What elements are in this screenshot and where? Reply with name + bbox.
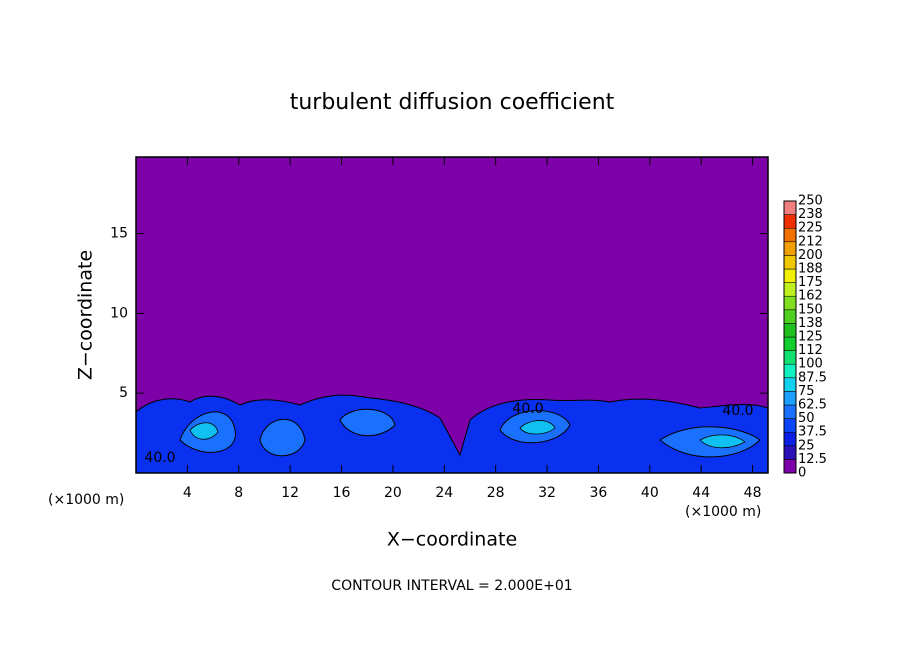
x-tick-label: 12 bbox=[281, 485, 299, 501]
colorbar-label: 12.5 bbox=[798, 452, 827, 467]
colorbar-bin bbox=[783, 282, 797, 297]
colorbar-label: 138 bbox=[798, 316, 823, 331]
field-region bbox=[179, 408, 761, 458]
x-tick-label: 20 bbox=[384, 485, 402, 501]
colorbar-bin bbox=[783, 404, 797, 419]
colorbar-bin bbox=[783, 377, 797, 392]
x-tick-label: 32 bbox=[538, 485, 556, 501]
colorbar-label: 62.5 bbox=[798, 398, 827, 413]
x-unit-label: (×1000 m) bbox=[685, 504, 761, 520]
colorbar-label: 250 bbox=[798, 194, 823, 209]
colorbar-bin bbox=[783, 309, 797, 324]
contour-label: 40.0 bbox=[722, 403, 753, 419]
colorbar-bin bbox=[783, 200, 797, 215]
colorbar-bin bbox=[783, 214, 797, 229]
colorbar-bin bbox=[783, 336, 797, 351]
colorbar-bin bbox=[783, 350, 797, 365]
x-tick-label: 48 bbox=[744, 485, 762, 501]
x-tick-label: 24 bbox=[435, 485, 453, 501]
colorbar-label: 212 bbox=[798, 234, 823, 249]
colorbar-label: 188 bbox=[798, 262, 823, 277]
colorbar-label: 25 bbox=[798, 438, 815, 453]
colorbar-label: 162 bbox=[798, 289, 823, 304]
x-unit-label: (×1000 m) bbox=[48, 492, 124, 508]
y-axis-label: Z−coordinate bbox=[75, 250, 97, 380]
colorbar-label: 175 bbox=[798, 275, 823, 290]
colorbar-bin bbox=[783, 323, 797, 338]
colorbar-label: 238 bbox=[798, 207, 823, 222]
colorbar-label: 125 bbox=[798, 330, 823, 345]
contour-label: 40.0 bbox=[512, 401, 543, 417]
colorbar-bin bbox=[783, 431, 797, 447]
chart-title: turbulent diffusion coefficient bbox=[290, 90, 615, 115]
colorbar-label: 200 bbox=[798, 248, 823, 263]
colorbar-bin bbox=[783, 227, 797, 243]
colorbar-bin bbox=[783, 255, 797, 270]
colorbar-label: 112 bbox=[798, 343, 823, 358]
y-tick-label: 10 bbox=[110, 305, 128, 321]
colorbar-bin bbox=[783, 391, 797, 406]
colorbar-label: 50 bbox=[798, 411, 815, 426]
x-tick-label: 44 bbox=[692, 485, 710, 501]
x-tick-label: 4 bbox=[183, 485, 192, 501]
colorbar-label: 150 bbox=[798, 302, 823, 317]
plot-frame bbox=[135, 156, 769, 474]
y-tick-label: 15 bbox=[110, 226, 128, 242]
colorbar-label: 100 bbox=[798, 357, 823, 372]
y-tick-label: 5 bbox=[119, 385, 128, 401]
colorbar-label: 37.5 bbox=[798, 425, 827, 440]
colorbar-frame bbox=[783, 200, 797, 474]
colorbar-bin bbox=[783, 418, 797, 433]
x-tick-label: 8 bbox=[234, 485, 243, 501]
colorbar-label: 87.5 bbox=[798, 370, 827, 385]
colorbar-bin bbox=[783, 295, 797, 311]
colorbar-bin bbox=[783, 268, 797, 283]
colorbar-bin bbox=[783, 459, 797, 474]
x-tick-label: 28 bbox=[487, 485, 505, 501]
footer-note: CONTOUR INTERVAL = 2.000E+01 bbox=[331, 578, 572, 594]
colorbar-label: 0 bbox=[798, 466, 806, 481]
contour-field: 40.0 40.0 40.0 bbox=[135, 157, 769, 474]
colorbar-label: 225 bbox=[798, 221, 823, 236]
colorbar-label: 75 bbox=[798, 384, 815, 399]
x-tick-label: 36 bbox=[590, 485, 608, 501]
colorbar-bin bbox=[783, 445, 797, 460]
field-region bbox=[189, 420, 746, 449]
colorbar-bin bbox=[783, 363, 797, 379]
x-axis-label: X−coordinate bbox=[387, 529, 517, 551]
colorbar-bin bbox=[783, 241, 797, 256]
x-tick-label: 16 bbox=[333, 485, 351, 501]
contour-label: 40.0 bbox=[144, 450, 175, 466]
x-tick-label: 40 bbox=[641, 485, 659, 501]
